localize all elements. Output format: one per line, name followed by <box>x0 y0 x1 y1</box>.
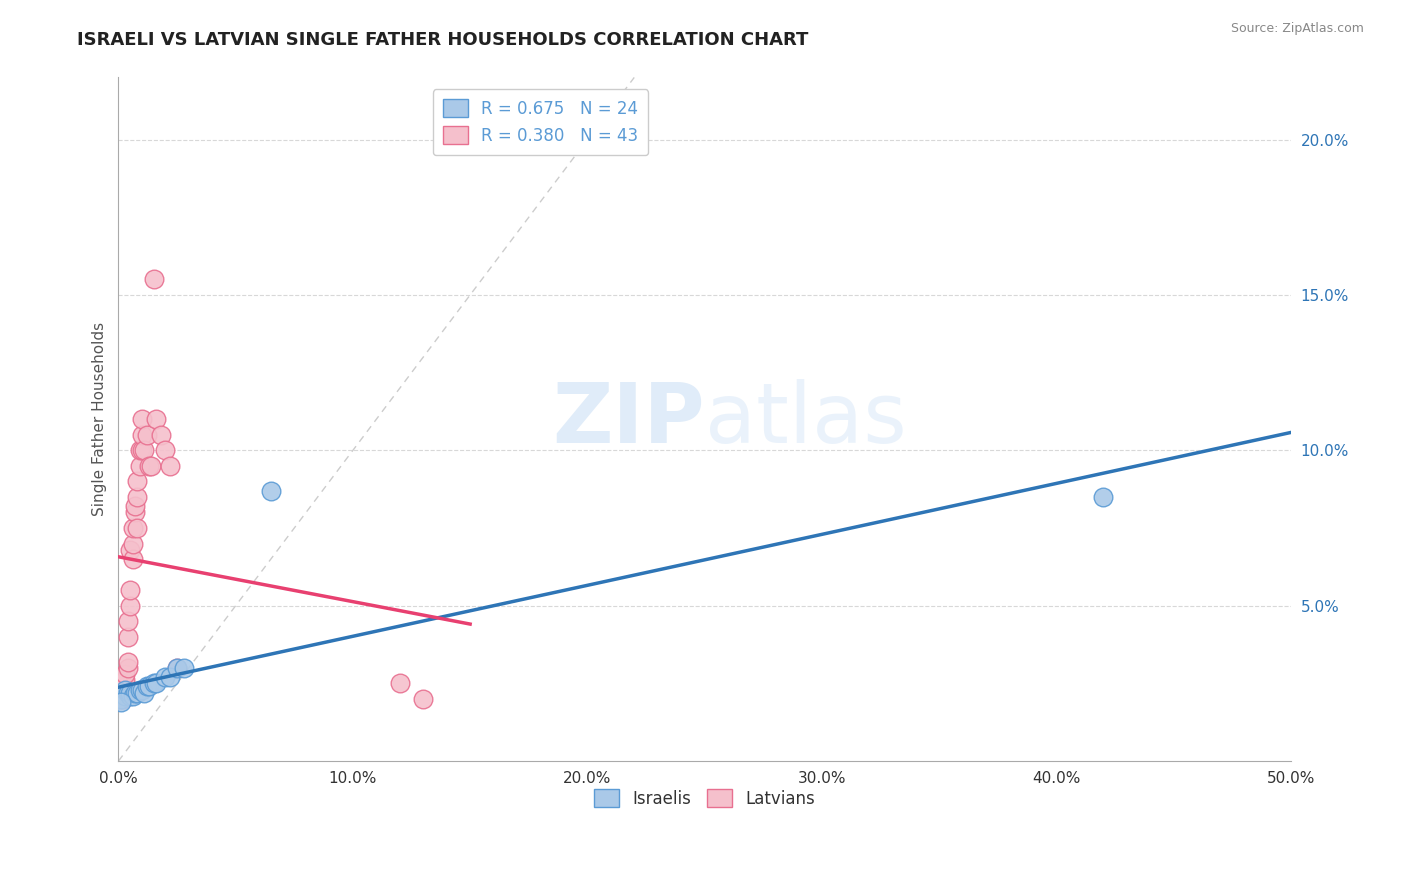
Point <box>114 686 136 700</box>
Point <box>127 686 149 700</box>
Point <box>117 655 139 669</box>
Point <box>128 458 150 473</box>
Point <box>145 676 167 690</box>
Point <box>117 614 139 628</box>
Point <box>110 686 132 700</box>
Point <box>127 521 149 535</box>
Point <box>134 443 156 458</box>
Point <box>138 680 160 694</box>
Point <box>135 427 157 442</box>
Legend: Israelis, Latvians: Israelis, Latvians <box>586 782 823 814</box>
Point <box>173 661 195 675</box>
Point <box>117 661 139 675</box>
Point <box>120 686 142 700</box>
Text: ZIP: ZIP <box>553 379 704 459</box>
Point <box>1092 490 1115 504</box>
Point <box>260 483 283 498</box>
Point <box>112 686 135 700</box>
Point <box>112 676 135 690</box>
Point <box>141 458 163 473</box>
Point <box>110 692 132 706</box>
Point <box>121 552 143 566</box>
Point <box>127 475 149 489</box>
Point <box>131 427 153 442</box>
Point <box>155 670 177 684</box>
Point <box>114 673 136 688</box>
Point <box>131 412 153 426</box>
Point <box>114 682 136 697</box>
Point <box>120 599 142 613</box>
Point <box>124 506 146 520</box>
Point <box>112 692 135 706</box>
Point <box>145 412 167 426</box>
Text: atlas: atlas <box>704 379 907 459</box>
Point <box>155 443 177 458</box>
Point <box>121 536 143 550</box>
Point <box>110 695 132 709</box>
Point <box>114 689 136 703</box>
Point <box>114 680 136 694</box>
Point <box>138 458 160 473</box>
Point <box>121 689 143 703</box>
Point <box>131 443 153 458</box>
Point <box>166 661 188 675</box>
Point <box>159 670 181 684</box>
Point <box>388 676 411 690</box>
Point <box>131 682 153 697</box>
Point <box>112 686 135 700</box>
Point <box>121 521 143 535</box>
Point <box>412 692 434 706</box>
Point <box>110 680 132 694</box>
Point <box>124 686 146 700</box>
Point <box>135 680 157 694</box>
Point <box>124 500 146 514</box>
Text: ISRAELI VS LATVIAN SINGLE FATHER HOUSEHOLDS CORRELATION CHART: ISRAELI VS LATVIAN SINGLE FATHER HOUSEHO… <box>77 31 808 49</box>
Point <box>142 676 165 690</box>
Point <box>159 458 181 473</box>
Point <box>120 689 142 703</box>
Point <box>114 667 136 681</box>
Point <box>128 682 150 697</box>
Point <box>117 686 139 700</box>
Point <box>166 661 188 675</box>
Point <box>142 272 165 286</box>
Point <box>134 686 156 700</box>
Point <box>149 427 172 442</box>
Point <box>128 443 150 458</box>
Point <box>127 490 149 504</box>
Y-axis label: Single Father Households: Single Father Households <box>93 322 107 516</box>
Text: Source: ZipAtlas.com: Source: ZipAtlas.com <box>1230 22 1364 36</box>
Point <box>120 583 142 598</box>
Point <box>120 542 142 557</box>
Point <box>110 692 132 706</box>
Point <box>117 630 139 644</box>
Point <box>112 680 135 694</box>
